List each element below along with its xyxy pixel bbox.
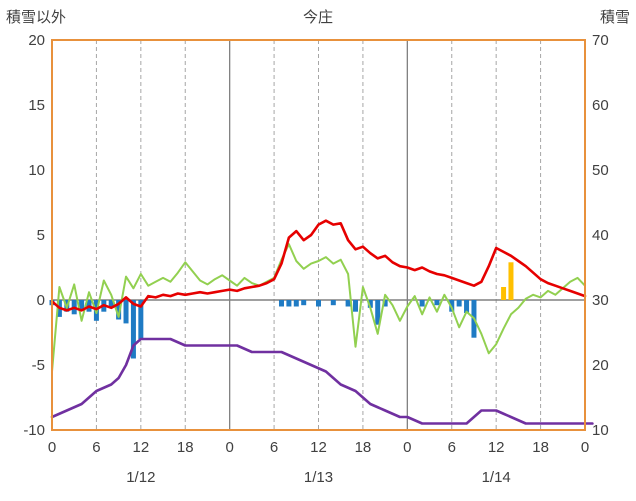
- x-axis-tick-label: 0: [48, 439, 56, 456]
- blue-bars-bar: [286, 300, 292, 307]
- blue-bars-bar: [108, 300, 114, 308]
- left-axis-tick-label: 0: [37, 292, 45, 309]
- left-axis-tick-label: 10: [28, 162, 45, 179]
- x-axis-tick-label: 0: [403, 439, 411, 456]
- blue-bars-bar: [316, 300, 321, 307]
- x-axis-date-label: 1/14: [482, 469, 511, 486]
- x-axis-date-label: 1/12: [126, 469, 155, 486]
- left-axis-tick-label: -10: [23, 422, 45, 439]
- x-axis-date-label: 1/13: [304, 469, 333, 486]
- x-axis-tick-label: 6: [92, 439, 100, 456]
- right-axis-tick-label: 60: [592, 97, 609, 114]
- x-axis-tick-label: 18: [532, 439, 549, 456]
- left-axis-tick-label: -5: [32, 357, 45, 374]
- x-axis-tick-label: 0: [581, 439, 589, 456]
- blue-bars-bar: [375, 300, 381, 325]
- blue-bars-bar: [456, 300, 462, 307]
- right-axis-tick-label: 50: [592, 162, 609, 179]
- left-axis-tick-label: 15: [28, 97, 45, 114]
- blue-bars-bar: [419, 300, 425, 307]
- right-axis-tick-label: 30: [592, 292, 609, 309]
- blue-bars-bar: [367, 300, 373, 308]
- x-axis-tick-label: 12: [488, 439, 505, 456]
- blue-bars-bar: [293, 300, 299, 307]
- blue-bars-bar: [345, 300, 351, 307]
- yellow-bars-bar: [501, 287, 507, 300]
- right-axis-tick-label: 70: [592, 32, 609, 49]
- blue-bars-bar: [353, 300, 359, 312]
- x-axis-tick-label: 12: [310, 439, 327, 456]
- right-axis-title: 積雪: [599, 9, 630, 26]
- right-axis-tick-label: 10: [592, 422, 609, 439]
- x-axis-tick-label: 6: [270, 439, 278, 456]
- blue-bars-bar: [434, 300, 440, 306]
- plot-frame: [51, 39, 586, 431]
- x-axis-tick-label: 18: [355, 439, 372, 456]
- x-axis-tick-label: 0: [225, 439, 233, 456]
- left-axis-title: 積雪以外: [6, 9, 67, 26]
- blue-bars-bar: [79, 300, 85, 310]
- blue-bars-bar: [278, 300, 284, 307]
- left-axis-tick-label: 5: [37, 227, 45, 244]
- blue-bars-bar: [116, 300, 122, 320]
- purple-line: [50, 337, 594, 425]
- blue-bars-bar: [123, 300, 129, 324]
- red-line: [50, 219, 587, 312]
- chart-title: 今庄: [302, 9, 333, 26]
- x-axis-tick-label: 12: [132, 439, 149, 456]
- right-axis-tick-label: 40: [592, 227, 609, 244]
- blue-bars-bar: [382, 300, 388, 307]
- right-axis-tick-label: 20: [592, 357, 609, 374]
- left-axis-tick-label: 20: [28, 32, 45, 49]
- yellow-bars-bar: [508, 262, 514, 300]
- blue-bars-bar: [301, 300, 307, 306]
- blue-bars-bar: [130, 300, 136, 359]
- blue-bars-bar: [138, 300, 144, 339]
- x-axis-tick-label: 6: [448, 439, 456, 456]
- blue-bars-bar: [330, 300, 336, 306]
- x-axis-tick-label: 18: [177, 439, 194, 456]
- green-line: [51, 243, 586, 373]
- blue-bars-bar: [464, 300, 470, 313]
